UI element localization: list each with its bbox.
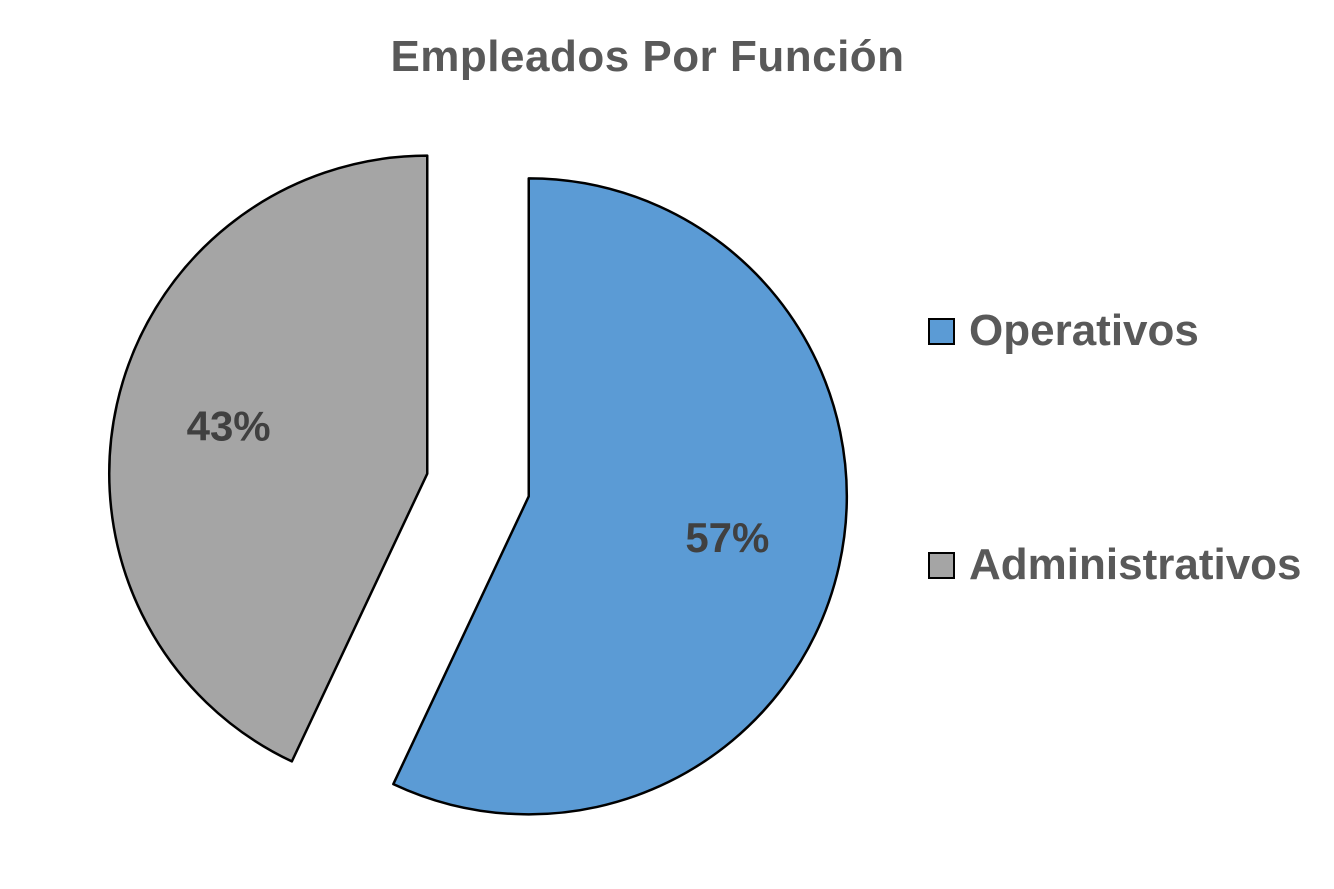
legend-item-operativos: Operativos [928, 300, 1302, 362]
legend: Operativos Administrativos [928, 300, 1302, 596]
pie-slice-administrativos [108, 154, 429, 763]
pie-slice-operativos [392, 177, 848, 816]
data-label-administrativos: 43% [187, 402, 271, 449]
legend-label-administrativos: Administrativos [969, 540, 1302, 589]
chart-title: Empleados Por Función [390, 32, 905, 81]
legend-swatch-administrativos [928, 551, 955, 579]
data-label-operativos: 57% [685, 514, 769, 561]
legend-item-administrativos: Administrativos [928, 534, 1302, 596]
legend-label-operativos: Operativos [969, 306, 1199, 355]
legend-swatch-operativos [928, 317, 955, 345]
